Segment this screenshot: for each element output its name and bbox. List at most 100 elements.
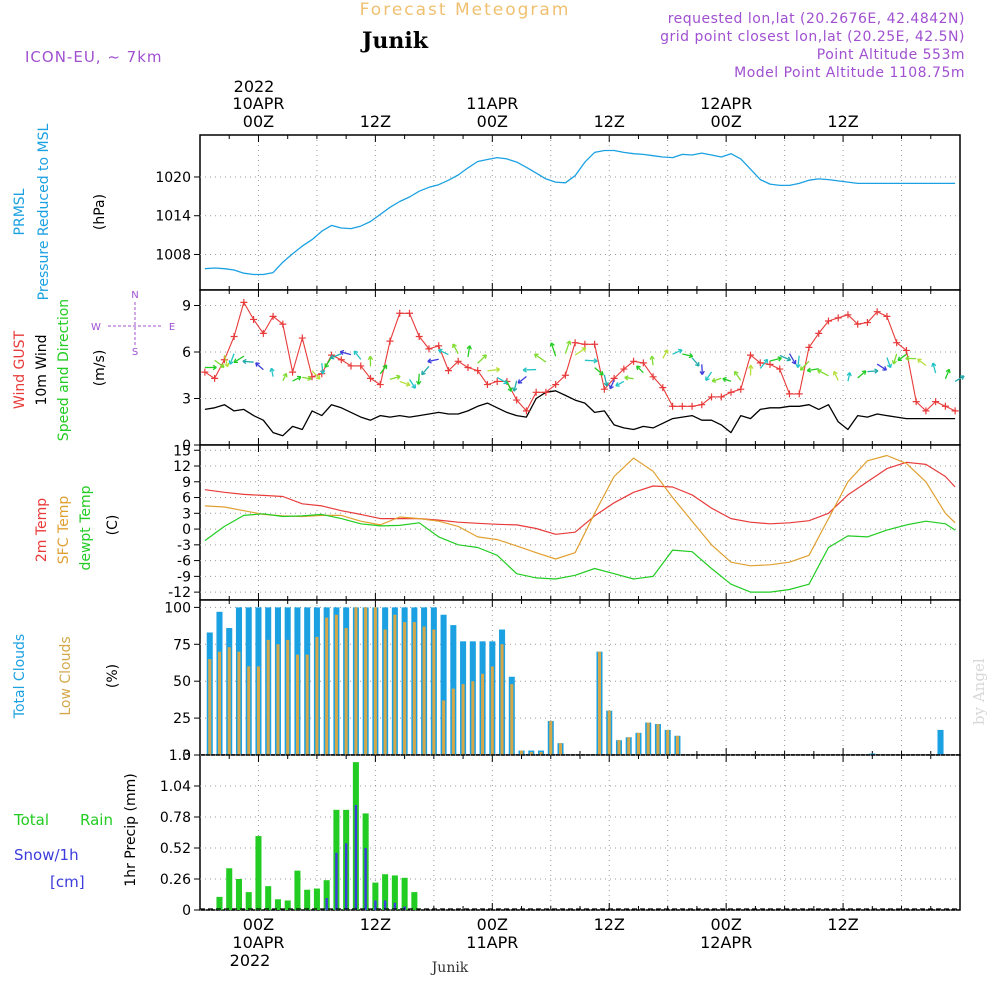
wind-frame — [200, 290, 960, 445]
model-altitude: Model Point Altitude 1108.75m — [734, 65, 965, 81]
low-cloud-bar — [267, 640, 270, 755]
wind-panel-labels: Wind GUST 10m Wind Speed and Direction (… — [12, 290, 175, 441]
meteogram-title: Forecast Meteogram — [360, 0, 571, 20]
low-cloud-bar — [549, 721, 552, 755]
low-cloud-bar — [393, 615, 396, 755]
top-hour-label: 12Z — [594, 112, 625, 131]
low-cloud-bar — [491, 666, 494, 755]
wind-gust-label: Wind GUST — [12, 330, 28, 409]
low-cloud-bar — [296, 655, 299, 755]
top-date-label: 10APR — [232, 94, 284, 113]
compass-west: W — [91, 322, 101, 333]
top-hour-label: 00Z — [710, 112, 741, 131]
wind-ytick-label: 6 — [182, 345, 191, 361]
bottom-date-label: 11APR — [466, 933, 518, 952]
bottom-date-label: 10APR — [232, 933, 284, 952]
cloud-unit: (%) — [105, 664, 121, 688]
low-cloud-bar — [384, 630, 387, 755]
clouds-ytick-label: 75 — [173, 637, 191, 653]
rain-bar — [255, 836, 261, 910]
low-cloud-bar — [598, 652, 601, 755]
low-cloud-bar — [510, 684, 513, 755]
compass-east: E — [169, 322, 175, 333]
temperature-ytick-label: -6 — [177, 554, 191, 570]
dewpt-label: dewpt Temp — [78, 485, 94, 570]
temperature-ytick-label: -12 — [168, 585, 191, 601]
bottom-year-label: 2022 — [230, 951, 271, 970]
low-cloud-bar — [335, 615, 338, 755]
pressure-frame — [200, 135, 960, 290]
bottom-hour-label: 12Z — [594, 915, 625, 934]
low-cloud-bar — [666, 730, 669, 755]
low-cloud-bar — [325, 618, 328, 755]
precip-ytick-label: 1.3 — [169, 748, 191, 764]
low-cloud-bar — [315, 637, 318, 755]
wind-speed-dir-label: Speed and Direction — [56, 299, 72, 441]
low-cloud-bar — [637, 733, 640, 755]
bottom-hour-label: 00Z — [243, 915, 274, 934]
low-cloud-bar — [462, 684, 465, 755]
rain-bar — [226, 868, 232, 910]
low-clouds-label: Low Clouds — [58, 636, 74, 715]
low-cloud-bar — [501, 644, 504, 755]
low-cloud-bar — [237, 652, 240, 755]
temp-unit: (C) — [105, 515, 121, 536]
bottom-hour-label: 00Z — [710, 915, 741, 934]
pressure-label-prmsl: PRMSL — [12, 188, 28, 235]
low-cloud-bar — [276, 644, 279, 755]
compass-south: S — [132, 347, 138, 358]
low-cloud-bar — [471, 681, 474, 755]
precip-ytick-label: 0.26 — [160, 872, 191, 888]
precip-ytick-label: 1.04 — [160, 779, 191, 795]
precip-ytick-label: 0.78 — [160, 810, 191, 826]
snow-bar — [345, 843, 347, 910]
footer-location: Junik — [430, 960, 469, 976]
bottom-hour-label: 00Z — [477, 915, 508, 934]
pressure-ytick-label: 1020 — [155, 170, 191, 186]
low-cloud-bar — [559, 743, 562, 755]
bottom-hour-label: 12Z — [360, 915, 391, 934]
wind-10m-label: 10m Wind — [34, 334, 50, 405]
top-hour-label: 12Z — [827, 112, 858, 131]
top-date-label: 11APR — [466, 94, 518, 113]
low-cloud-bar — [413, 622, 416, 755]
temperature-ytick-label: 6 — [182, 491, 191, 507]
snow-unit-label: [cm] — [50, 873, 85, 891]
total-cloud-bar — [937, 730, 943, 755]
low-cloud-bar — [656, 724, 659, 755]
precip-unit: 1hr Precip (mm) — [123, 773, 139, 886]
requested-coords: requested lon,lat (20.2676E, 42.4842N) — [668, 11, 965, 27]
low-cloud-bar — [617, 740, 620, 755]
low-cloud-bar — [354, 607, 357, 755]
bottom-hour-label: 12Z — [827, 915, 858, 934]
rain-bar — [402, 878, 408, 910]
low-cloud-bar — [364, 607, 367, 755]
rain-bar — [275, 899, 281, 910]
gridpoint-coords: grid point closest lon,lat (20.25E, 42.5… — [660, 29, 965, 45]
low-cloud-bar — [452, 689, 455, 755]
pressure-panel-labels: PRMSL Pressure Reduced to MSL (hPa) — [12, 123, 108, 300]
pressure-ytick-label: 1014 — [155, 209, 191, 225]
low-cloud-bar — [627, 737, 630, 755]
wind-ytick-label: 3 — [182, 392, 191, 408]
temperature-ytick-label: 15 — [173, 443, 191, 459]
wind-unit: (m/s) — [92, 350, 108, 387]
top-hour-label: 00Z — [243, 112, 274, 131]
low-cloud-bar — [286, 640, 289, 755]
low-cloud-bar — [481, 674, 484, 755]
clouds-ytick-label: 25 — [173, 711, 191, 727]
precip-panel-labels: Total Rain Snow/1h [cm] 1hr Precip (mm) — [13, 773, 139, 891]
temperature-ytick-label: 12 — [173, 459, 191, 475]
temperature-ytick-label: 3 — [182, 506, 191, 522]
low-cloud-bar — [676, 736, 679, 755]
low-cloud-bar — [218, 652, 221, 755]
clouds-ytick-label: 100 — [164, 600, 191, 616]
temperature-ytick-label: -3 — [177, 538, 191, 554]
low-cloud-bar — [306, 655, 309, 755]
pressure-label-msl: Pressure Reduced to MSL — [36, 123, 52, 300]
precip-panel: 00.260.520.781.041.3 — [160, 748, 960, 919]
